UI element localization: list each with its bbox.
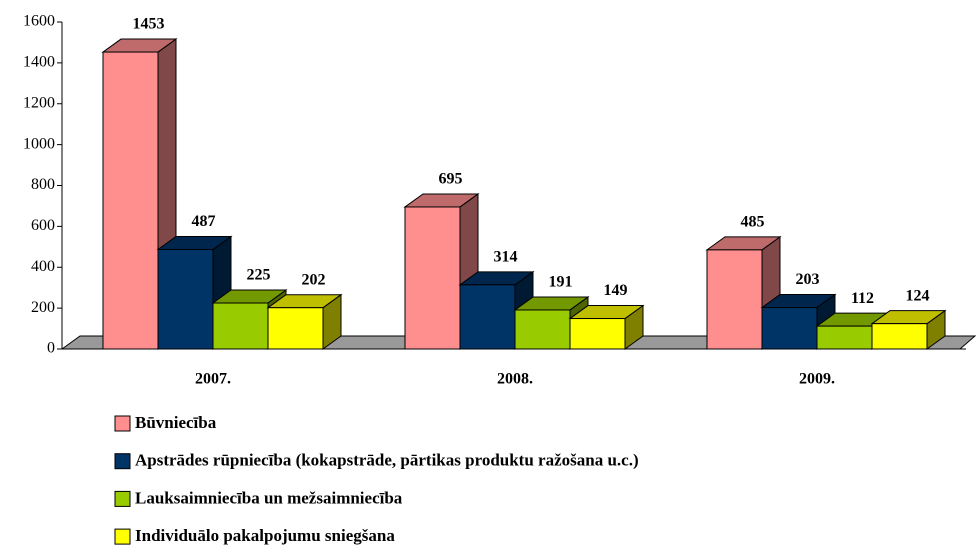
bar-front [267,307,324,350]
y-tick-label: 1600 [23,13,55,30]
bar-front [761,307,818,350]
data-label: 112 [851,290,874,307]
y-tick-label: 1200 [23,94,55,111]
y-tick-label: 1400 [23,54,55,71]
legend-label: Lauksaimniecība un mežsaimniecība [135,488,403,507]
y-tick-label: 800 [31,176,55,193]
y-tick-label: 200 [31,299,55,316]
data-label: 202 [302,271,326,288]
data-label: 485 [741,214,765,231]
bar-front [404,206,461,350]
y-tick-label: 600 [31,217,55,234]
bar [458,270,535,350]
data-label: 314 [494,248,518,265]
bar-front [157,248,214,350]
legend-label: Apstrādes rūpniecība (kokapstrāde, pārti… [135,451,639,470]
data-label: 225 [247,267,271,284]
bar-front [459,284,516,350]
bar-front [569,318,626,350]
legend-label: Individuālo pakalpojumu sniegšana [135,526,395,545]
x-tick-label: 2008. [497,371,533,388]
data-label: 695 [439,171,463,188]
y-tick-label: 400 [31,258,55,275]
bar [568,304,645,350]
data-label: 191 [549,274,573,291]
legend-swatch [114,490,131,507]
data-label: 149 [604,282,628,299]
legend-label: Būvniecība [135,413,217,432]
data-label: 203 [796,271,820,288]
legend-swatch [114,528,131,545]
bar [266,293,343,350]
data-label: 1453 [133,16,165,33]
y-tick-label: 1000 [23,135,55,152]
bar-front [871,323,928,350]
bar-front [706,249,763,350]
bar-front [816,325,873,350]
x-tick-label: 2007. [195,371,231,388]
legend-swatch [114,453,131,470]
bar-front [514,309,571,350]
bar [870,309,947,350]
x-tick-label: 2009. [799,371,835,388]
legend-swatch [114,415,131,432]
data-label: 487 [192,213,216,230]
data-label: 124 [906,287,930,304]
bar-front [102,51,159,350]
y-tick-label: 0 [47,340,55,357]
bar-front [212,302,269,350]
